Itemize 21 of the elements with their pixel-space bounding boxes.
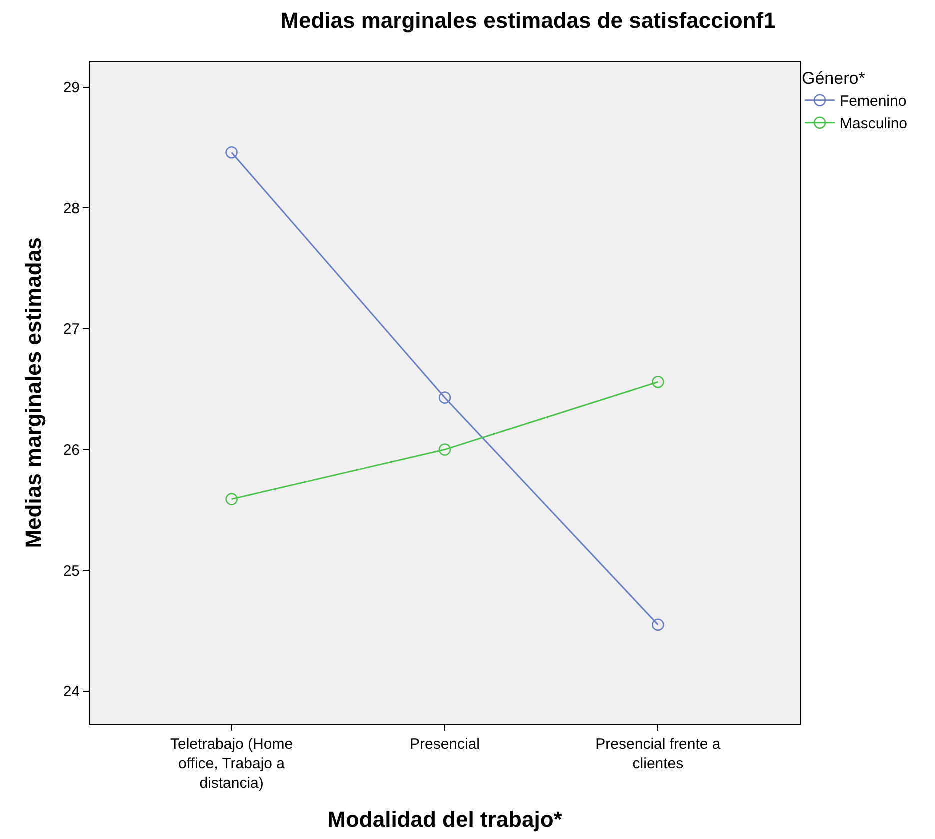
y-tick-label: 25 [63,562,80,580]
legend-label: Femenino [840,93,907,110]
y-tick-label: 26 [63,442,80,460]
y-tick-label: 24 [63,684,80,701]
point [652,376,664,388]
point [226,146,238,159]
y-tick-label: 27 [63,321,80,338]
legend-title: Género* [802,69,866,88]
x-tick-label: Teletrabajo (Home office, Trabajo a distancia) [170,736,294,792]
point [226,493,238,506]
point [438,444,452,456]
x-tick-label: Presencial frente a clientes [596,736,722,772]
legend-label: Masculino [840,116,908,133]
chart-title: Medias marginales estimadas de satisfaccionf1 [280,8,776,33]
x-tick-label: Presencial [410,736,480,753]
y-tick-label: 28 [63,200,80,218]
point [652,618,664,632]
x-axis-title: Modalidad del trabajo* [328,806,563,832]
y-axis-title: Medias marginales estimadas [21,238,46,548]
y-tick-label: 29 [63,80,80,97]
point [438,392,452,404]
